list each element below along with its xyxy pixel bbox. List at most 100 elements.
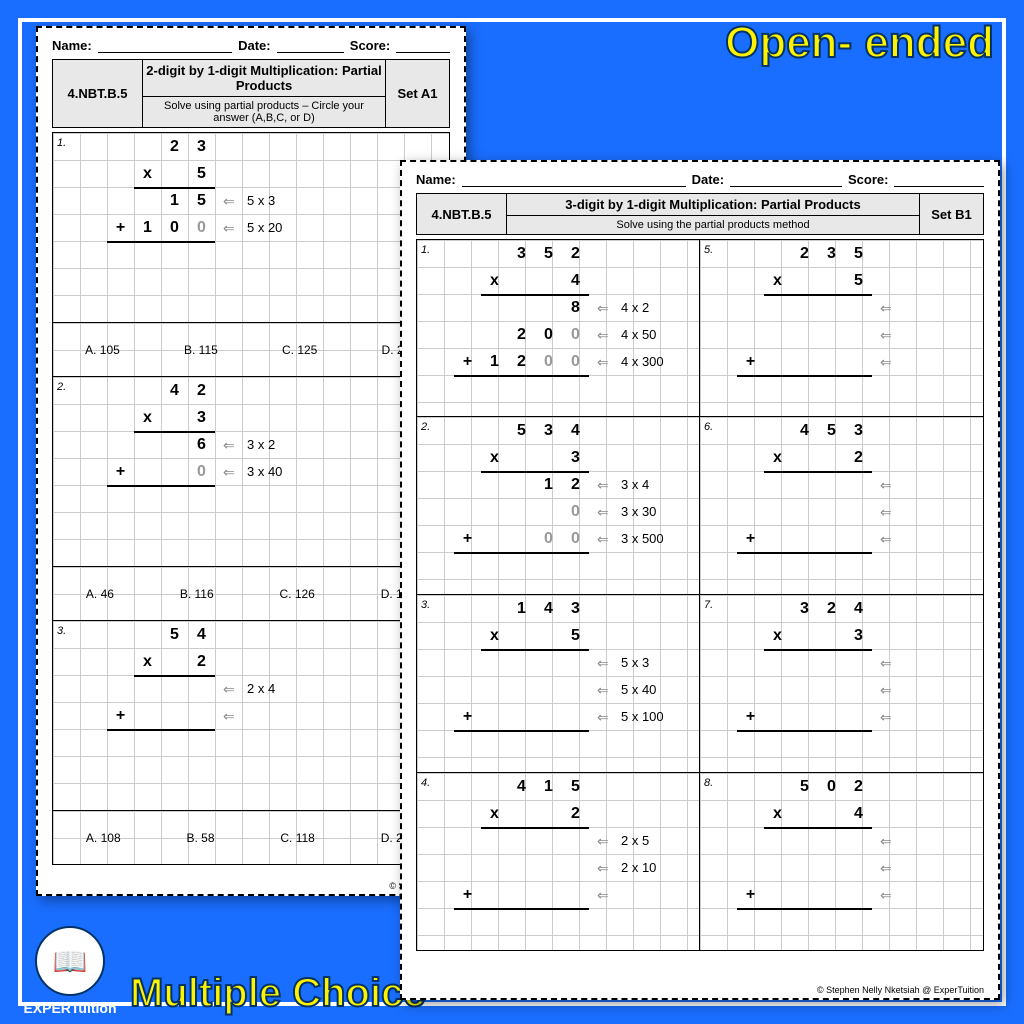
grid-cell: 1 <box>134 214 161 241</box>
date-blank[interactable] <box>730 172 842 187</box>
grid-cell: 3 <box>188 133 215 160</box>
problem-b: 2.534x3120+00⇐3 x 4⇐3 x 30⇐3 x 500 <box>416 417 700 595</box>
grid-cell: 4 <box>535 595 562 622</box>
grid-cell: x <box>134 404 161 431</box>
problem-number: 2. <box>57 381 66 393</box>
grid-cell: 2 <box>845 444 872 471</box>
grid-cell: 5 <box>791 773 818 800</box>
standard-a: 4.NBT.B.5 <box>53 60 143 127</box>
date-blank[interactable] <box>277 38 344 53</box>
answer-choice[interactable]: B. 116 <box>180 587 214 601</box>
problem-number: 1. <box>421 244 430 256</box>
problem-number: 8. <box>704 777 713 789</box>
score-blank[interactable] <box>894 172 984 187</box>
grid-cell: x <box>764 267 791 294</box>
grid-cell: 3 <box>818 240 845 267</box>
grid-cell: 4 <box>562 417 589 444</box>
arrow-icon: ⇐ <box>880 504 892 521</box>
grid-cell: x <box>764 622 791 649</box>
answer-choice[interactable]: A. 108 <box>86 831 121 845</box>
set-b: Set B1 <box>919 194 983 234</box>
problem-b: 7.324x3+⇐⇐⇐ <box>700 595 984 773</box>
hint-text: 3 x 500 <box>621 531 664 546</box>
problem-a: 3.54x2+⇐2 x 4⇐A. 108B. 58C. 118D. 208 <box>52 621 450 865</box>
problem-b: 3.143x5+⇐5 x 3⇐5 x 40⇐5 x 100 <box>416 595 700 773</box>
logo-icon: 📖 <box>35 926 105 996</box>
arrow-icon: ⇐ <box>597 682 609 699</box>
grid-cell: 0 <box>818 773 845 800</box>
answer-row: A. 108B. 58C. 118D. 208 <box>53 810 449 864</box>
grid-cell: 5 <box>562 622 589 649</box>
problem-number: 3. <box>421 599 430 611</box>
grid-cell: x <box>481 622 508 649</box>
problems-container-a: 1.23x515+100⇐5 x 3⇐5 x 20A. 105B. 115C. … <box>52 132 450 865</box>
answer-choice[interactable]: C. 118 <box>280 831 314 845</box>
grid-cell: 1 <box>508 595 535 622</box>
problem-number: 5. <box>704 244 713 256</box>
arrow-icon: ⇐ <box>880 327 892 344</box>
answer-choice[interactable]: C. 125 <box>282 343 317 357</box>
problem-b: 5.235x5+⇐⇐⇐ <box>700 239 984 417</box>
header-line-b: Name: Date: Score: <box>402 162 998 193</box>
answer-row: A. 46B. 116C. 126D. 136 <box>53 566 449 620</box>
grid-cell: 3 <box>188 404 215 431</box>
problem-b: 1.352x48200+1200⇐4 x 2⇐4 x 50⇐4 x 300 <box>416 239 700 417</box>
grid-cell: x <box>764 444 791 471</box>
grid-cell: 0 <box>535 348 562 375</box>
problem-number: 3. <box>57 625 66 637</box>
grid-cell: 0 <box>562 498 589 525</box>
grid-cell: 0 <box>188 214 215 241</box>
score-label: Score: <box>350 38 390 53</box>
grid-cell: 2 <box>188 648 215 675</box>
arrow-icon: ⇐ <box>597 300 609 317</box>
grid-cell: + <box>107 214 134 241</box>
copyright-b: © Stephen Nelly Nketsiah @ ExperTuition <box>817 985 984 995</box>
answer-choice[interactable]: A. 105 <box>85 343 120 357</box>
grid-cell: 5 <box>161 621 188 648</box>
standard-b: 4.NBT.B.5 <box>417 194 507 234</box>
logo: 📖 EXPERTuition <box>20 926 120 1016</box>
grid-cell: 1 <box>481 348 508 375</box>
grid-cell: 1 <box>161 187 188 214</box>
grid-cell: 2 <box>818 595 845 622</box>
answer-choice[interactable]: B. 115 <box>184 343 218 357</box>
hint-text: 2 x 10 <box>621 860 656 875</box>
grid-cell: 1 <box>535 471 562 498</box>
name-blank[interactable] <box>462 172 686 187</box>
answer-choice[interactable]: A. 46 <box>86 587 114 601</box>
multiple-choice-badge: Multiple Choice <box>130 972 426 1014</box>
grid-cell: 3 <box>562 595 589 622</box>
title-b: 3-digit by 1-digit Multiplication: Parti… <box>507 194 919 216</box>
problems-container-b: 1.352x48200+1200⇐4 x 2⇐4 x 50⇐4 x 3005.2… <box>416 239 984 951</box>
arrow-icon: ⇐ <box>880 682 892 699</box>
hint-text: 4 x 300 <box>621 354 664 369</box>
hint-text: 3 x 2 <box>247 437 275 452</box>
grid-cell: 2 <box>508 348 535 375</box>
arrow-icon: ⇐ <box>880 531 892 548</box>
answer-choice[interactable]: C. 126 <box>279 587 314 601</box>
grid-cell: x <box>481 444 508 471</box>
date-label: Date: <box>692 172 725 187</box>
grid-cell: 2 <box>845 773 872 800</box>
arrow-icon: ⇐ <box>597 327 609 344</box>
problem-b: 8.502x4+⇐⇐⇐ <box>700 773 984 951</box>
problem-a: 1.23x515+100⇐5 x 3⇐5 x 20A. 105B. 115C. … <box>52 132 450 377</box>
grid-cell: 5 <box>818 417 845 444</box>
grid-cell: 4 <box>508 773 535 800</box>
score-label: Score: <box>848 172 888 187</box>
problem-number: 7. <box>704 599 713 611</box>
score-blank[interactable] <box>396 38 450 53</box>
arrow-icon: ⇐ <box>597 477 609 494</box>
arrow-icon: ⇐ <box>880 833 892 850</box>
arrow-icon: ⇐ <box>223 193 235 210</box>
hint-text: 5 x 100 <box>621 709 664 724</box>
answer-choice[interactable]: B. 58 <box>186 831 214 845</box>
grid-cell: x <box>764 800 791 827</box>
arrow-icon: ⇐ <box>880 860 892 877</box>
subtitle-a: Solve using partial products – Circle yo… <box>143 97 385 127</box>
grid-cell: 5 <box>562 773 589 800</box>
grid-cell: 5 <box>508 417 535 444</box>
grid-cell: + <box>737 881 764 908</box>
arrow-icon: ⇐ <box>223 708 235 725</box>
name-blank[interactable] <box>98 38 232 53</box>
